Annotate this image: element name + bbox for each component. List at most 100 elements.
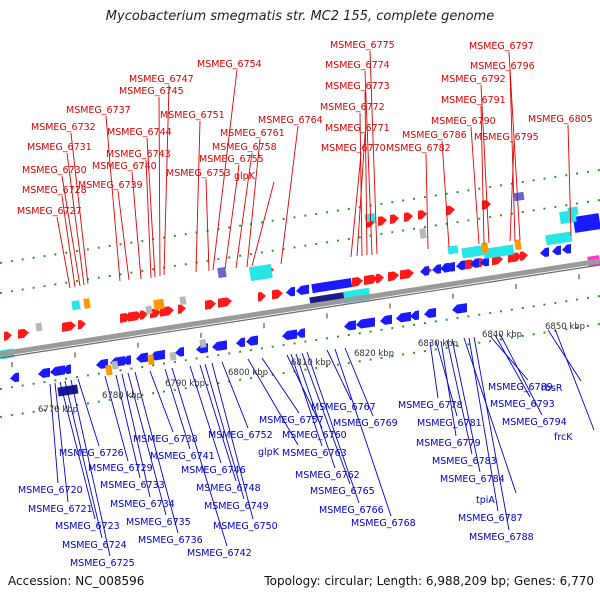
forward-feature-26 <box>508 252 522 263</box>
violet-feature-1 <box>217 267 227 279</box>
reverse-feature-3 <box>62 364 71 375</box>
reverse-gene-label: MSMEG_6746 <box>181 465 246 476</box>
backbone-edge <box>0 264 600 359</box>
reverse-leader-40 <box>547 329 582 382</box>
forward-gene-label: MSMEG_6745 <box>119 86 184 97</box>
forward-gene-label: MSMEG_6792 <box>441 74 506 85</box>
forward-leader-9 <box>146 137 156 278</box>
gray-feature-6 <box>111 360 119 370</box>
reverse-leader-12 <box>164 368 191 450</box>
forward-gene-label: MSMEG_6747 <box>129 74 194 85</box>
forward-gene-label: MSMEG_6791 <box>441 95 506 106</box>
forward-feature-2 <box>62 321 76 332</box>
reverse-leader-1 <box>54 382 69 503</box>
forward-leader-1 <box>61 195 76 288</box>
forward-leader-29 <box>480 105 485 245</box>
forward-gene-label: MSMEG_6753 <box>166 168 231 179</box>
reverse-leader-0 <box>49 383 59 484</box>
genome-summary-text: Topology: circular; Length: 6,988,209 bp… <box>264 574 594 588</box>
reverse-leader-14 <box>189 365 222 464</box>
forward-leader-33 <box>508 51 521 241</box>
forward-gene-label: MSMEG_6758 <box>212 142 277 153</box>
forward-gene-label: MSMEG_6773 <box>325 81 390 92</box>
forward-gene-label: MSMEG_6782 <box>386 143 451 154</box>
forward-leader-12 <box>195 120 201 273</box>
forward-gene-label: MSMEG_6754 <box>197 59 262 70</box>
reverse-leader-34 <box>463 337 517 494</box>
forward-feature-1 <box>18 328 29 339</box>
forward-leader-17 <box>246 138 261 268</box>
forward-feature-11 <box>218 297 232 308</box>
reverse-leader-5 <box>77 378 100 447</box>
reverse-feature-upper-10 <box>540 247 549 258</box>
reverse-leader-28 <box>344 347 374 417</box>
forward-feature-17 <box>364 274 378 286</box>
reverse-gene-label: MSMEG_6768 <box>351 518 416 529</box>
reverse-gene-label: MSMEG_6781 <box>417 418 482 429</box>
reverse-leader-3 <box>64 380 103 539</box>
reverse-leader-6 <box>104 375 129 462</box>
reverse-gene-label: MSMEG_6729 <box>88 463 153 474</box>
reverse-feature-long <box>311 278 353 294</box>
reverse-leader-27 <box>334 348 392 517</box>
forward-gene-label: MSMEG_6728 <box>22 185 87 196</box>
cyan-feature-1 <box>71 300 81 311</box>
forward-feature-upper-2 <box>390 214 399 225</box>
forward-feature-7 <box>150 308 161 319</box>
reverse-feature-15 <box>296 328 305 338</box>
forward-gene-label: MSMEG_6732 <box>31 122 96 133</box>
scale-label: 6800 kbp <box>228 368 268 378</box>
reverse-feature-0 <box>10 372 19 383</box>
reverse-leader-13 <box>171 367 228 547</box>
reverse-feature-upper-11 <box>552 245 561 256</box>
reverse-feature-upper-6 <box>446 261 455 272</box>
label-leader-lines <box>49 50 595 557</box>
forward-gene-label: MSMEG_6731 <box>27 142 92 153</box>
reverse-feature-19 <box>380 314 392 325</box>
reverse-leader-23 <box>295 353 336 469</box>
forward-leader-18 <box>251 181 275 267</box>
forward-gene-label: glpK <box>234 171 256 182</box>
gray-feature-5 <box>199 339 207 348</box>
reverse-leader-7 <box>115 374 141 479</box>
orange-feature-2 <box>105 364 113 376</box>
orange-feature-4 <box>514 239 522 251</box>
reverse-gene-label: MSMEG_6762 <box>295 470 360 481</box>
orange-feature-0 <box>83 298 91 309</box>
reverse-feature-upper-4 <box>432 264 441 274</box>
reverse-gene-label: MSMEG_6766 <box>319 505 384 516</box>
forward-leader-26 <box>425 153 429 250</box>
scale-label: 6820 kbp <box>354 349 394 359</box>
forward-leader-15 <box>224 164 240 270</box>
cyan-feature-10 <box>567 206 579 216</box>
forward-leader-32 <box>509 71 516 242</box>
forward-gene-label: MSMEG_6744 <box>107 127 172 138</box>
reverse-gene-label: tpiA <box>476 495 495 506</box>
reverse-feature-upper-8 <box>470 258 479 268</box>
forward-gene-label: MSMEG_6739 <box>78 180 143 191</box>
scale-label: 6810 kbp <box>291 358 331 368</box>
forward-feature-18 <box>376 273 384 284</box>
reverse-feature-4 <box>96 358 108 369</box>
reverse-gene-label: MSMEG_6736 <box>138 535 203 546</box>
forward-gene-label: MSMEG_6774 <box>325 60 390 71</box>
reverse-gene-label: MSMEG_6742 <box>187 548 252 559</box>
forward-gene-label: MSMEG_6740 <box>92 161 157 172</box>
reverse-leader-11 <box>149 370 174 433</box>
reverse-gene-label: MSMEG_6779 <box>416 438 481 449</box>
reverse-feature-upper-3 <box>420 266 429 276</box>
forward-leader-8 <box>145 159 152 279</box>
forward-leader-31 <box>509 142 515 242</box>
cyan-feature-5 <box>461 244 487 259</box>
reverse-feature-21 <box>410 310 419 321</box>
forward-feature-upper-3 <box>404 212 413 222</box>
forward-leader-16 <box>235 152 253 269</box>
reverse-feature-2 <box>50 365 65 376</box>
forward-feature-13 <box>272 289 283 300</box>
reverse-leader-32 <box>446 339 473 455</box>
cyan-feature-2 <box>248 263 273 282</box>
reverse-gene-label: MSMEG_6733 <box>100 480 165 491</box>
reverse-feature-22 <box>424 307 436 319</box>
reverse-gene-label: MSMEG_6767 <box>311 402 376 413</box>
reverse-leader-36 <box>473 336 510 531</box>
